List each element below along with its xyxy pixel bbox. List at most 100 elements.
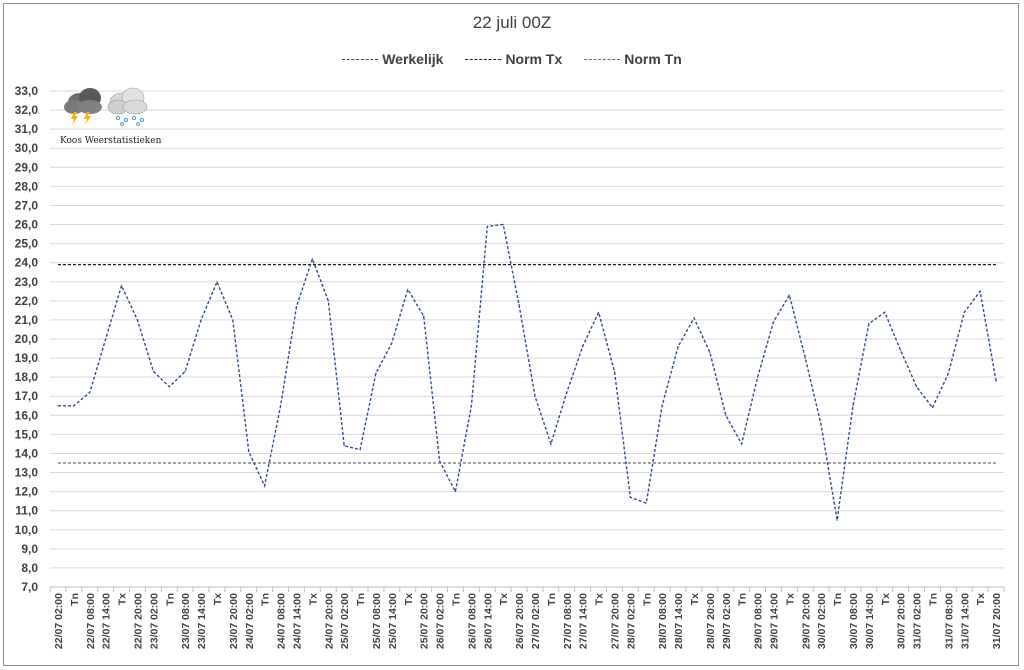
data-point (582, 346, 584, 348)
x-tick-label: 23/07 02:00 (148, 593, 160, 649)
x-tick-label: 30/07 08:00 (848, 593, 860, 649)
data-point (550, 443, 552, 445)
x-tick-label: Tx (594, 593, 606, 605)
y-tick-label: 32,0 (15, 103, 39, 117)
x-tick-label: 26/07 14:00 (482, 593, 494, 649)
y-tick-label: 11,0 (15, 504, 38, 518)
x-tick-label: 24/07 14:00 (291, 593, 303, 649)
data-point (900, 349, 902, 352)
x-tick-label: 30/07 20:00 (896, 593, 908, 649)
x-tick-label: Tx (498, 593, 510, 605)
x-tick-label: 24/07 08:00 (276, 593, 288, 649)
y-tick-label: 29,0 (15, 160, 39, 174)
y-tick-label: 16,0 (15, 408, 39, 422)
data-point (852, 405, 854, 407)
y-tick-label: 33,0 (15, 84, 39, 98)
data-point (566, 391, 568, 394)
legend-item-norm-tx: Norm Tx (465, 51, 562, 67)
y-tick-label: 10,0 (15, 523, 39, 537)
data-point (741, 443, 743, 445)
x-tick-label: 30/07 02:00 (816, 593, 828, 649)
x-tick-label: Tx (403, 593, 415, 605)
x-tick-label: 22/07 14:00 (101, 593, 113, 649)
data-point (232, 319, 234, 321)
data-point (73, 405, 75, 407)
data-point (884, 311, 886, 313)
data-point (963, 311, 965, 313)
x-tick-label: Tn (69, 593, 81, 606)
x-tick-label: 22/07 02:00 (53, 593, 65, 649)
legend-line-werkelijk (342, 58, 379, 60)
x-tick-label: Tn (546, 593, 558, 606)
data-point (120, 284, 123, 287)
legend-line-norm-tx (465, 58, 502, 60)
x-tick-label: Tx (117, 593, 129, 605)
data-point (136, 319, 139, 321)
data-point (915, 386, 918, 388)
chart-title: 22 juli 00Z (472, 13, 552, 32)
x-tick-label: 27/07 20:00 (609, 593, 621, 649)
data-point (216, 281, 218, 283)
data-point (597, 311, 600, 313)
x-tick-label: 24/07 20:00 (323, 593, 335, 649)
y-tick-label: 31,0 (15, 122, 39, 136)
x-tick-label: Tn (355, 593, 367, 606)
logo: Koos Weerstatistieken (60, 86, 161, 148)
x-tick-label: 30/07 14:00 (864, 593, 876, 649)
x-tick-label: 31/07 14:00 (959, 593, 971, 649)
x-tick-label: 28/07 02:00 (625, 593, 637, 649)
data-point (327, 300, 329, 302)
data-point (709, 351, 711, 353)
data-point (454, 491, 457, 493)
y-tick-label: 9,0 (21, 542, 38, 556)
data-point (534, 395, 536, 397)
series-line-werkelijk (58, 223, 997, 521)
x-tick-label: 22/07 08:00 (85, 593, 97, 649)
x-tick-label: Tn (832, 593, 844, 606)
x-tick-label: 22/07 20:00 (132, 593, 144, 649)
x-tick-label: 31/07 20:00 (991, 593, 1003, 649)
data-point (311, 258, 313, 260)
y-tick-label: 22,0 (15, 294, 39, 308)
legend-item-norm-tn: Norm Tn (584, 51, 682, 67)
data-point (677, 346, 679, 348)
data-point (804, 357, 806, 359)
x-tick-label: 26/07 20:00 (514, 593, 526, 649)
y-tick-label: 13,0 (15, 466, 39, 480)
data-point (725, 414, 727, 416)
legend-line-norm-tn (584, 58, 621, 60)
y-tick-label: 15,0 (15, 427, 39, 441)
data-point (152, 370, 154, 373)
x-tick-label: 23/07 14:00 (196, 593, 208, 649)
legend-item-werkelijk: Werkelijk (342, 51, 443, 67)
data-point (248, 450, 250, 453)
x-tick-label: 27/07 02:00 (530, 593, 542, 649)
data-point (470, 405, 472, 407)
thunderstorm-cloud-icon (64, 88, 102, 125)
y-tick-label: 7,0 (21, 580, 38, 594)
x-tick-label: 23/07 20:00 (228, 593, 240, 649)
data-point (995, 380, 997, 382)
data-point (836, 519, 838, 521)
x-tick-label: 28/07 20:00 (705, 593, 717, 649)
x-tick-label: Tx (689, 593, 701, 605)
y-tick-label: 30,0 (15, 141, 39, 155)
data-point (947, 372, 949, 374)
x-tick-label: 23/07 08:00 (180, 593, 192, 649)
data-point (423, 315, 425, 317)
y-tick-label: 27,0 (15, 198, 39, 212)
y-tick-label: 18,0 (15, 370, 39, 384)
y-tick-label: 25,0 (15, 237, 39, 251)
y-tick-label: 19,0 (15, 351, 39, 365)
y-tick-label: 20,0 (15, 332, 39, 346)
x-tick-label: 25/07 20:00 (419, 593, 431, 649)
y-tick-label: 17,0 (15, 389, 39, 403)
data-point (518, 304, 520, 306)
legend-label-norm-tx: Norm Tx (505, 51, 563, 67)
y-tick-label: 24,0 (15, 256, 39, 270)
legend: Werkelijk Norm Tx Norm Tn (0, 51, 1024, 67)
data-point (820, 424, 822, 426)
data-point (613, 370, 616, 373)
data-point (438, 460, 441, 462)
x-tick-label: Tx (212, 593, 224, 605)
